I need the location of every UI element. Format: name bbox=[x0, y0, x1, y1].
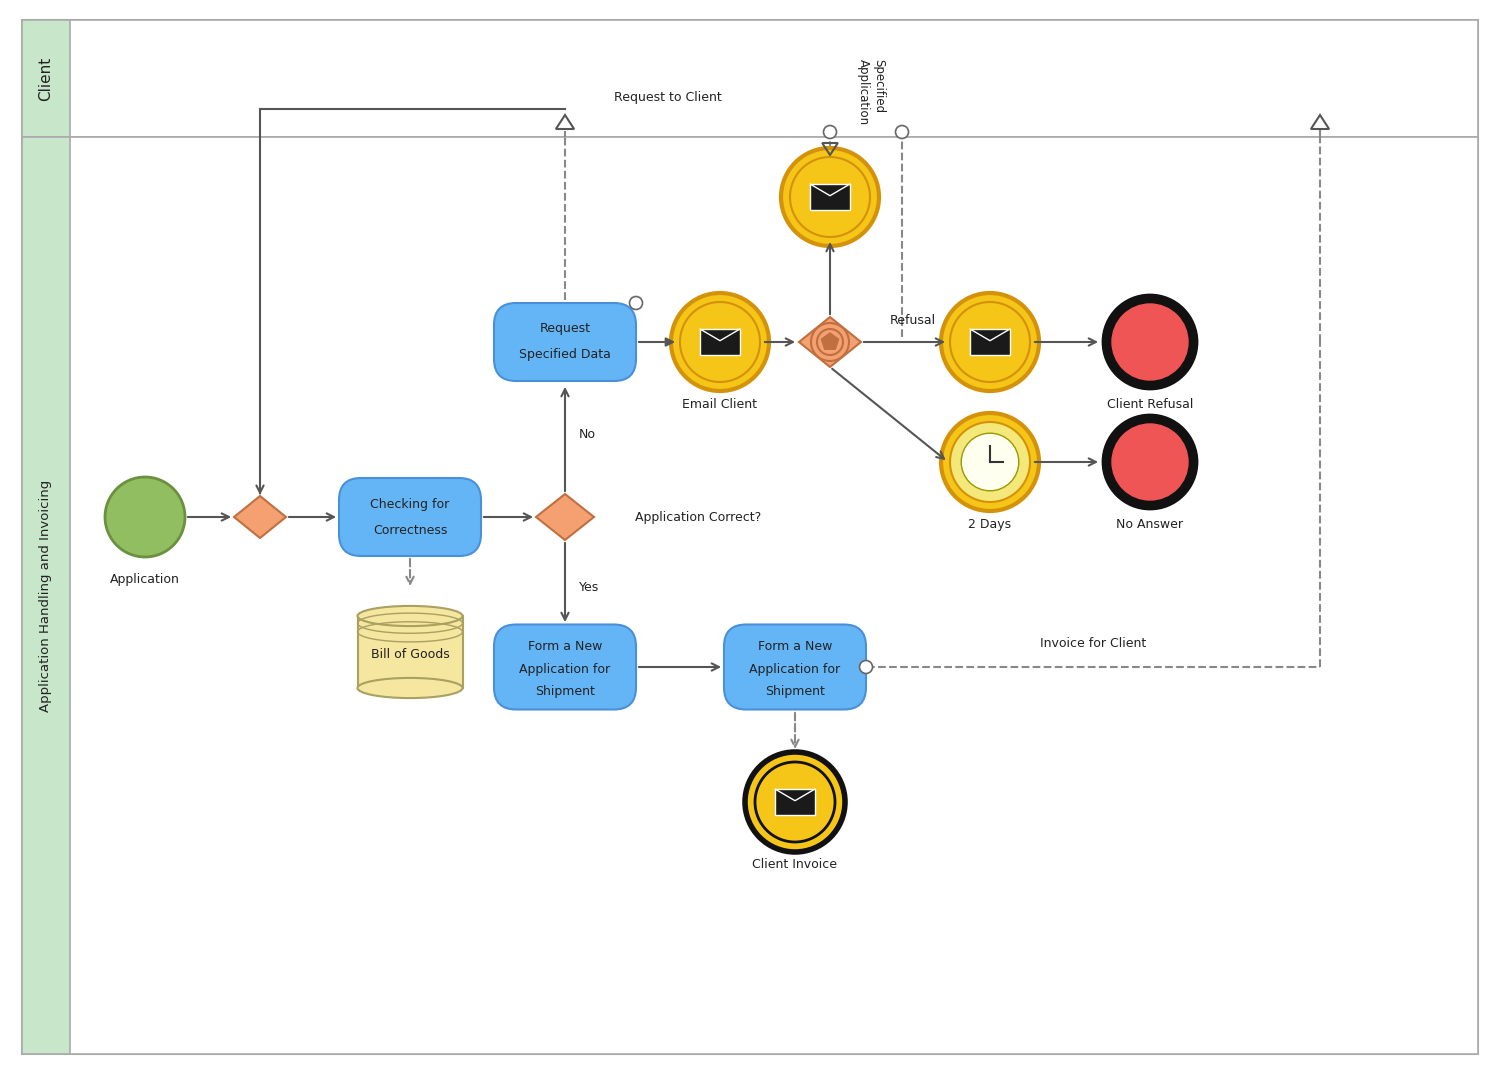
Text: Form a New: Form a New bbox=[758, 640, 833, 654]
Polygon shape bbox=[822, 333, 839, 349]
Polygon shape bbox=[234, 496, 286, 538]
Polygon shape bbox=[776, 789, 814, 815]
Polygon shape bbox=[536, 494, 594, 540]
Ellipse shape bbox=[940, 413, 1040, 511]
Ellipse shape bbox=[940, 293, 1040, 391]
Ellipse shape bbox=[950, 302, 1030, 382]
Text: Application: Application bbox=[110, 572, 180, 585]
FancyBboxPatch shape bbox=[22, 137, 70, 1054]
Circle shape bbox=[859, 660, 873, 673]
Text: Request: Request bbox=[540, 322, 591, 334]
FancyBboxPatch shape bbox=[339, 478, 482, 556]
FancyBboxPatch shape bbox=[22, 20, 1478, 1054]
Polygon shape bbox=[970, 329, 1010, 355]
Ellipse shape bbox=[680, 302, 760, 382]
Ellipse shape bbox=[950, 422, 1030, 502]
Circle shape bbox=[630, 297, 642, 310]
Text: Email Client: Email Client bbox=[682, 398, 758, 411]
Ellipse shape bbox=[962, 433, 1018, 491]
Circle shape bbox=[105, 477, 184, 557]
Ellipse shape bbox=[357, 678, 462, 698]
Ellipse shape bbox=[790, 157, 870, 237]
Circle shape bbox=[1112, 304, 1188, 379]
Text: Application Correct?: Application Correct? bbox=[634, 510, 760, 523]
Text: Yes: Yes bbox=[579, 581, 598, 594]
FancyBboxPatch shape bbox=[22, 20, 70, 137]
Text: Client: Client bbox=[39, 57, 54, 101]
Ellipse shape bbox=[754, 762, 836, 842]
Ellipse shape bbox=[670, 293, 770, 391]
Ellipse shape bbox=[782, 148, 879, 245]
Text: Invoice for Client: Invoice for Client bbox=[1041, 637, 1146, 650]
Text: Request to Client: Request to Client bbox=[614, 91, 722, 104]
Text: Application for: Application for bbox=[750, 662, 840, 675]
Text: Correctness: Correctness bbox=[374, 523, 447, 536]
Circle shape bbox=[1102, 415, 1197, 509]
Circle shape bbox=[1112, 425, 1188, 500]
FancyBboxPatch shape bbox=[22, 137, 1478, 1054]
FancyBboxPatch shape bbox=[22, 20, 1478, 137]
FancyBboxPatch shape bbox=[494, 303, 636, 381]
FancyBboxPatch shape bbox=[494, 625, 636, 710]
Text: Application Handling and Invoicing: Application Handling and Invoicing bbox=[39, 479, 53, 712]
Text: Shipment: Shipment bbox=[765, 685, 825, 698]
Ellipse shape bbox=[357, 606, 462, 626]
Circle shape bbox=[1102, 295, 1197, 389]
Text: Client Refusal: Client Refusal bbox=[1107, 398, 1192, 411]
Text: No Answer: No Answer bbox=[1116, 518, 1184, 531]
Text: 2 Days: 2 Days bbox=[969, 518, 1011, 531]
Text: Form a New: Form a New bbox=[528, 640, 602, 654]
Polygon shape bbox=[810, 184, 850, 210]
Text: Refusal: Refusal bbox=[890, 313, 936, 327]
Text: Bill of Goods: Bill of Goods bbox=[370, 649, 450, 661]
Text: Checking for: Checking for bbox=[370, 497, 450, 510]
Text: Shipment: Shipment bbox=[536, 685, 596, 698]
Text: Specified
Application: Specified Application bbox=[856, 59, 885, 125]
FancyBboxPatch shape bbox=[724, 625, 866, 710]
Text: Specified Data: Specified Data bbox=[519, 347, 610, 360]
Text: Client Invoice: Client Invoice bbox=[753, 859, 837, 872]
Circle shape bbox=[824, 125, 837, 138]
Ellipse shape bbox=[746, 751, 844, 852]
Text: Application for: Application for bbox=[519, 662, 610, 675]
Circle shape bbox=[896, 125, 909, 138]
Polygon shape bbox=[700, 329, 740, 355]
Polygon shape bbox=[357, 616, 462, 688]
Text: No: No bbox=[579, 428, 596, 441]
Polygon shape bbox=[800, 317, 861, 367]
